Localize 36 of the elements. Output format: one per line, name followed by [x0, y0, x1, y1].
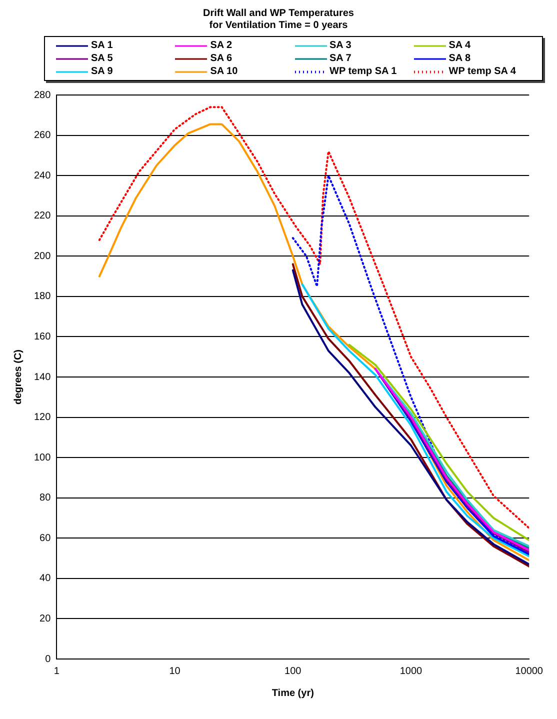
y-axis-title: degrees (C)	[12, 349, 24, 405]
x-tick-label: 1000	[400, 666, 423, 677]
legend-label: SA 4	[448, 40, 471, 51]
y-tick-label: 140	[34, 372, 52, 383]
y-tick-label: 160	[34, 331, 52, 342]
y-tick-label: 80	[40, 492, 52, 504]
y-tick-label: 120	[34, 412, 52, 424]
x-tick-label: 100	[284, 666, 302, 677]
y-tick-label: 40	[40, 573, 52, 584]
legend-label: WP temp SA 1	[330, 66, 397, 77]
y-tick-label: 0	[45, 654, 52, 665]
legend-label: SA 2	[210, 40, 232, 51]
legend-label: SA 9	[91, 66, 113, 77]
legend-label: SA 5	[91, 53, 113, 64]
y-tick-label: 240	[34, 170, 52, 182]
legend-label: SA 10	[210, 66, 238, 77]
legend-label: SA 1	[91, 40, 113, 51]
chart-title: Drift Wall and WP Temperatures	[202, 8, 355, 20]
y-tick-label: 280	[34, 90, 52, 101]
legend-label: SA 3	[330, 40, 352, 51]
legend-label: WP temp SA 4	[448, 66, 516, 77]
legend-label: SA 8	[448, 53, 471, 64]
y-tick-label: 260	[34, 130, 52, 142]
y-tick-label: 20	[40, 613, 52, 624]
x-tick-label: 10000	[515, 666, 544, 677]
x-tick-label: 10	[169, 666, 181, 677]
y-tick-label: 60	[40, 532, 52, 544]
chart-subtitle: for Ventilation Time = 0 years	[208, 20, 349, 32]
y-tick-label: 220	[34, 210, 52, 222]
x-tick-label: 1	[54, 666, 60, 677]
legend-label: SA 7	[330, 53, 352, 64]
x-axis-title: Time (yr)	[272, 688, 314, 699]
y-tick-label: 100	[34, 452, 52, 464]
legend-label: SA 6	[210, 53, 232, 64]
y-tick-label: 200	[34, 250, 52, 262]
y-tick-label: 180	[34, 291, 52, 302]
